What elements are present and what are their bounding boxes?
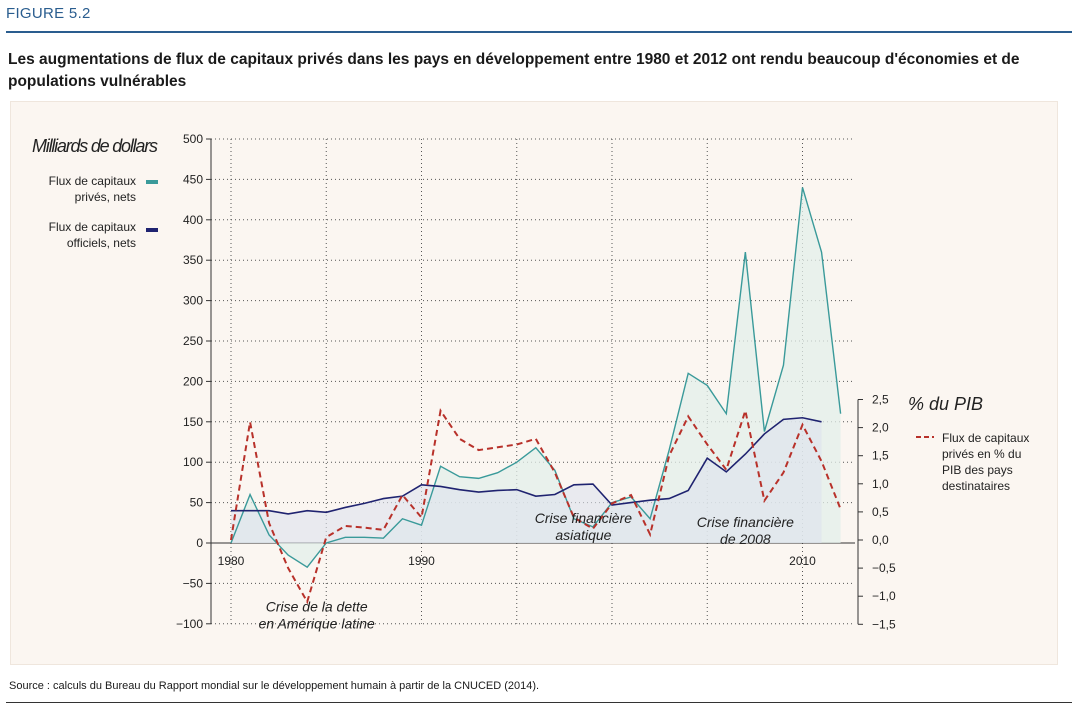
y-tick-label: 0: [196, 536, 203, 550]
y-tick-label: −100: [176, 617, 203, 631]
annotation-label: Crise financière: [697, 514, 794, 530]
annotation-label: Crise de la dette: [266, 599, 368, 615]
legend-private-label-line1: Flux de capitaux: [49, 174, 136, 188]
x-tick-label: 2010: [789, 554, 816, 568]
legend-private-label-line2: privés, nets: [75, 190, 136, 204]
y-tick-label: 50: [190, 496, 204, 510]
private-flow-area: [231, 187, 841, 568]
figure-label: FIGURE 5.2: [6, 5, 91, 22]
y-tick-label: 500: [183, 132, 203, 146]
private-flow-line: [230, 187, 842, 569]
legend-official-swatch: [146, 228, 158, 232]
legend-pct-label-line: privés en % du: [942, 447, 1021, 461]
y2-tick-label: −1,0: [872, 589, 896, 603]
right-axis-title: % du PIB: [908, 394, 983, 414]
annotation-label: de 2008: [720, 531, 771, 547]
private-flow-pct-gdp-line: [230, 406, 842, 605]
official-flow-area: [231, 417, 822, 543]
top-rule: [6, 31, 1072, 33]
y-tick-label: 150: [183, 415, 203, 429]
y2-tick-label: −1,5: [872, 617, 896, 631]
y2-tick-label: 0,0: [872, 533, 889, 547]
bottom-rule: [6, 702, 1072, 703]
annotation-label: asiatique: [555, 527, 611, 543]
legend-pct-label-line: PIB des pays: [942, 463, 1013, 477]
annotation-label: en Amérique latine: [259, 616, 375, 632]
x-tick-label: 1990: [408, 554, 435, 568]
y2-tick-label: 1,5: [872, 449, 889, 463]
y-tick-label: 250: [183, 334, 203, 348]
y-tick-label: 450: [183, 172, 203, 186]
source-note: Source : calculs du Bureau du Rapport mo…: [9, 680, 540, 692]
chart-panel: [10, 101, 1058, 665]
y2-tick-label: 0,5: [872, 505, 889, 519]
legend-pct-label-line: Flux de capitaux: [942, 431, 1029, 445]
y-tick-label: 200: [183, 374, 203, 388]
legend-pct-label-line: destinataires: [942, 479, 1010, 493]
x-tick-label: 1980: [218, 554, 245, 568]
chart-title: Les augmentations de flux de capitaux pr…: [8, 51, 1020, 90]
y-tick-label: −50: [183, 576, 204, 590]
y2-tick-label: −0,5: [872, 561, 896, 575]
legend-official-label-line2: officiels, nets: [67, 236, 136, 250]
annotation-label: Crise financière: [535, 510, 632, 526]
legend-official-label-line1: Flux de capitaux: [49, 220, 136, 234]
left-axis-title: Milliards de dollars: [32, 136, 158, 156]
legend-private-swatch: [146, 180, 158, 184]
official-flow-line: [231, 416, 822, 515]
y-tick-label: 300: [183, 294, 203, 308]
y2-tick-label: 2,5: [872, 393, 889, 407]
y2-tick-label: 1,0: [872, 477, 889, 491]
y2-tick-label: 2,0: [872, 421, 889, 435]
y-tick-label: 400: [183, 213, 203, 227]
y-tick-label: 100: [183, 455, 203, 469]
y-tick-label: 350: [183, 253, 203, 267]
